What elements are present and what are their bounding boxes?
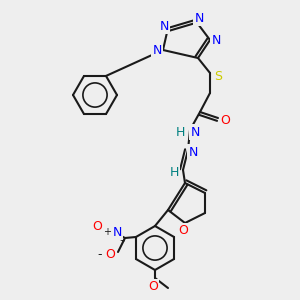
Text: O: O xyxy=(92,220,102,232)
Text: O: O xyxy=(220,113,230,127)
Text: +: + xyxy=(103,227,111,237)
Text: O: O xyxy=(148,280,158,293)
Text: H: H xyxy=(175,125,185,139)
Text: -: - xyxy=(98,248,102,262)
Text: N: N xyxy=(112,226,122,238)
Text: S: S xyxy=(214,70,222,83)
Text: N: N xyxy=(194,11,204,25)
Text: N: N xyxy=(152,44,162,56)
Text: O: O xyxy=(105,248,115,262)
Text: N: N xyxy=(211,34,221,46)
Text: N: N xyxy=(188,146,198,158)
Text: N: N xyxy=(190,125,200,139)
Text: O: O xyxy=(178,224,188,238)
Text: H: H xyxy=(169,166,179,178)
Text: N: N xyxy=(159,20,169,32)
